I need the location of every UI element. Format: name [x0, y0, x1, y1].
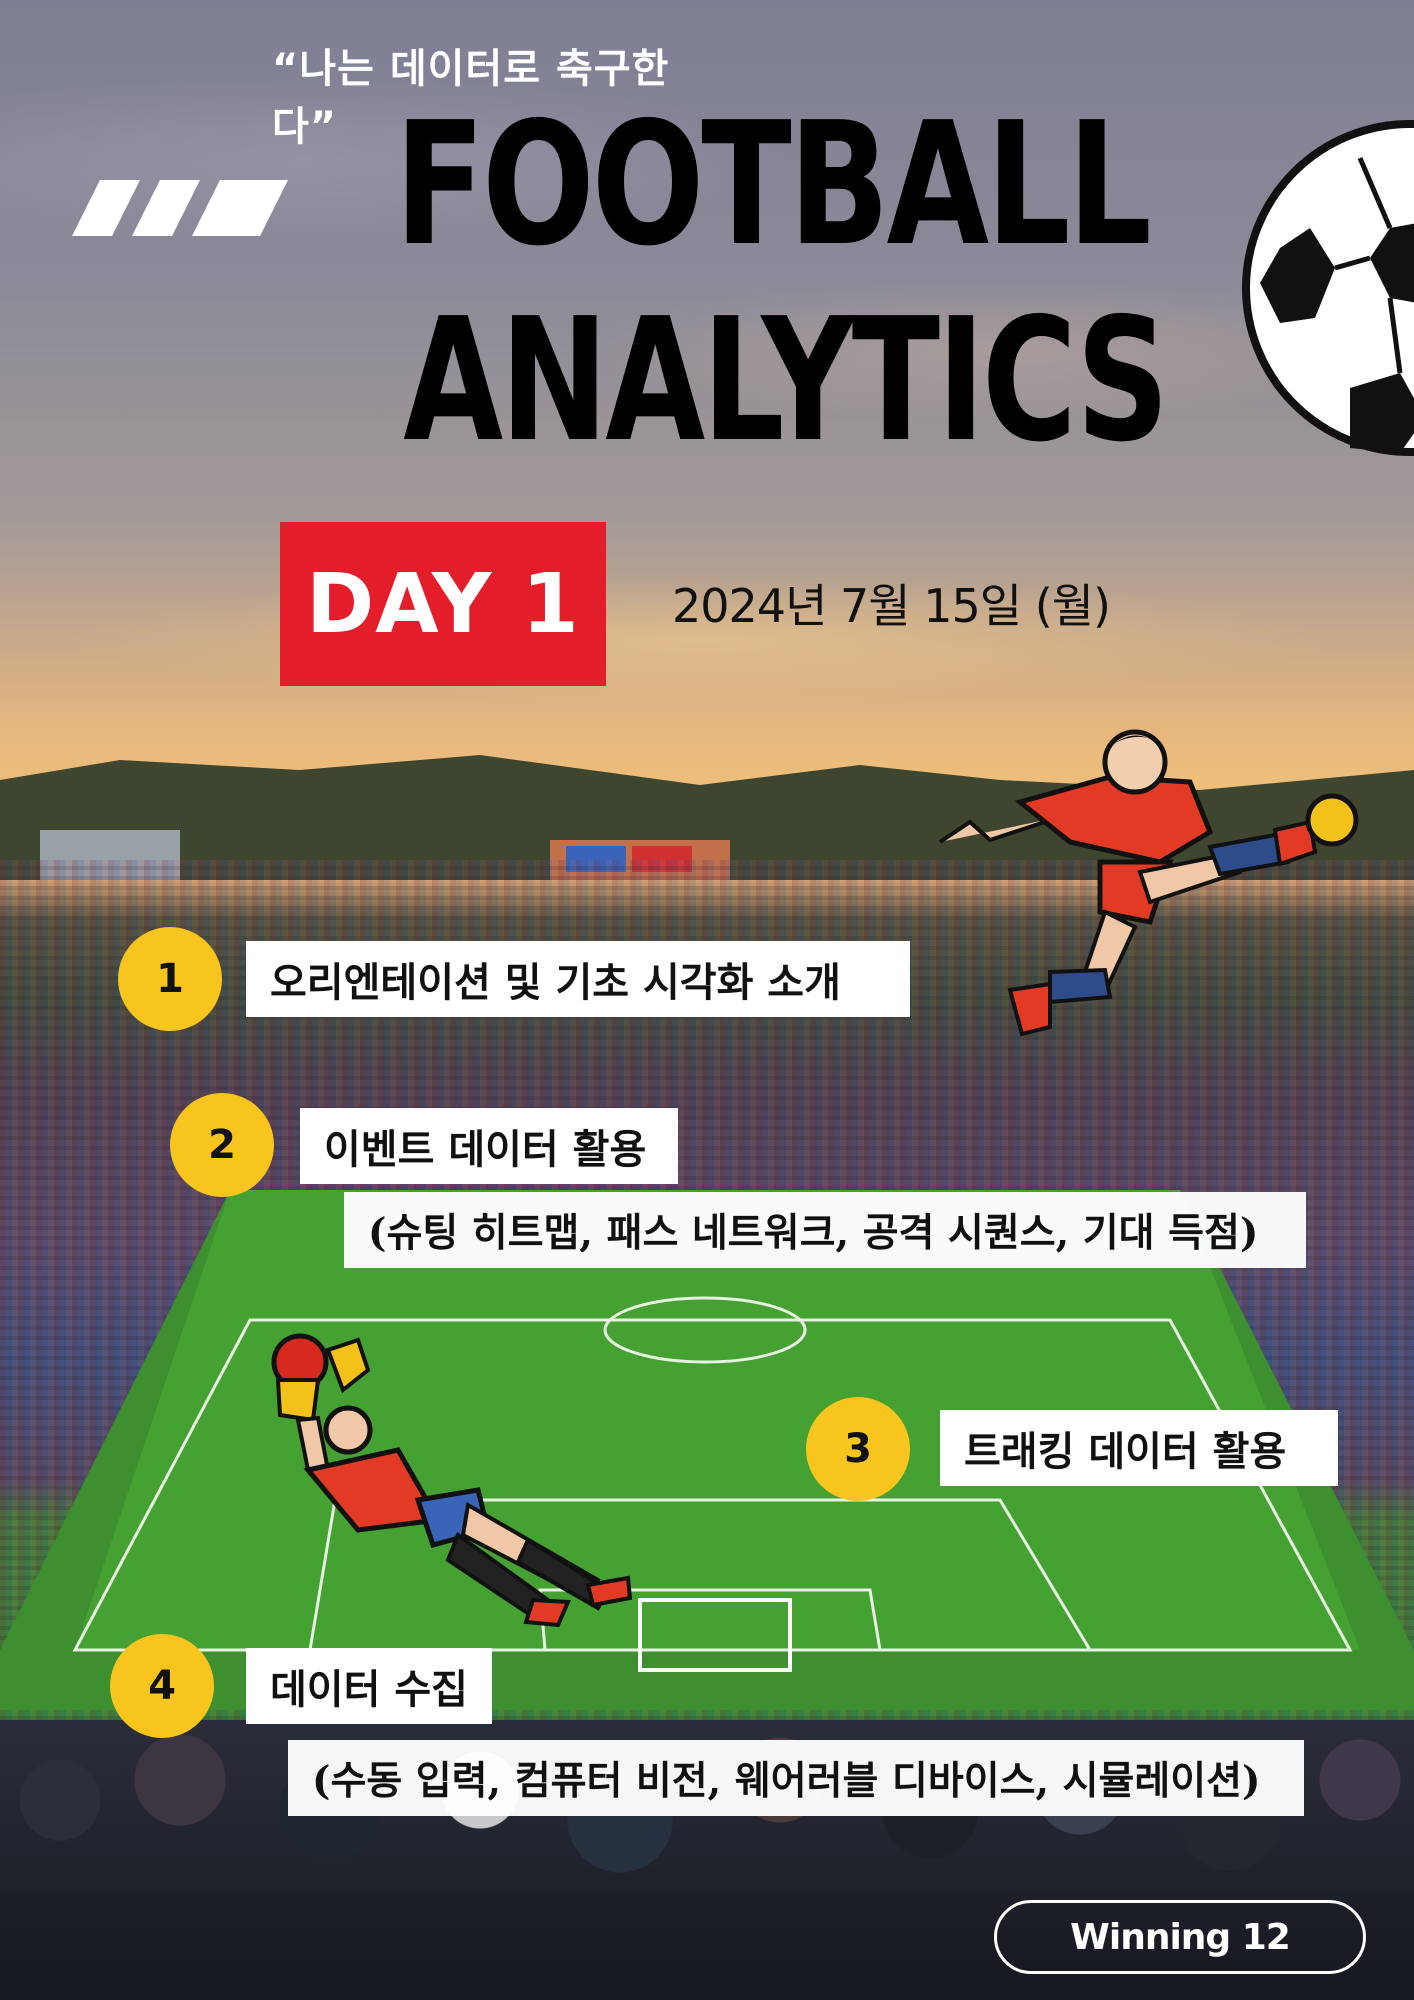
sky-background: [0, 0, 1414, 760]
agenda-number-2: 2: [170, 1093, 274, 1197]
goalkeeper-illustration: [271, 1333, 633, 1628]
agenda-number-4: 4: [110, 1634, 214, 1738]
stripes-decoration: [72, 180, 288, 236]
day-badge: DAY 1: [280, 522, 606, 686]
kicking-player-illustration: [938, 729, 1359, 1037]
agenda-title-1: 오리엔테이션 및 기초 시각화 소개: [246, 941, 910, 1017]
agenda-detail-4: (수동 입력, 컴퓨터 비전, 웨어러블 디바이스, 시뮬레이션): [288, 1740, 1304, 1816]
agenda-detail-2: (슈팅 히트맵, 패스 네트워크, 공격 시퀀스, 기대 득점): [344, 1192, 1306, 1268]
agenda-title-4: 데이터 수집: [246, 1648, 492, 1724]
pitch-background: [0, 1190, 1414, 1710]
brand-badge: Winning 12: [994, 1900, 1366, 1974]
agenda-title-3: 트래킹 데이터 활용: [940, 1410, 1338, 1486]
poster-title: FOOTBALL ANALYTICS: [300, 86, 1170, 480]
event-date: 2024년 7월 15일 (월): [672, 579, 1111, 633]
soccer-ball-icon: [1242, 120, 1414, 456]
agenda-title-2: 이벤트 데이터 활용: [300, 1108, 678, 1184]
tagline: “나는 데이터로 축구한다”: [272, 46, 670, 150]
agenda-number-3: 3: [806, 1397, 910, 1501]
title-line-1: FOOTBALL: [394, 86, 1152, 284]
hills-background: [0, 755, 1414, 880]
day-label: DAY 1: [306, 556, 580, 652]
title-line-2: ANALYTICS: [403, 282, 1169, 480]
agenda-number-1: 1: [118, 927, 222, 1031]
